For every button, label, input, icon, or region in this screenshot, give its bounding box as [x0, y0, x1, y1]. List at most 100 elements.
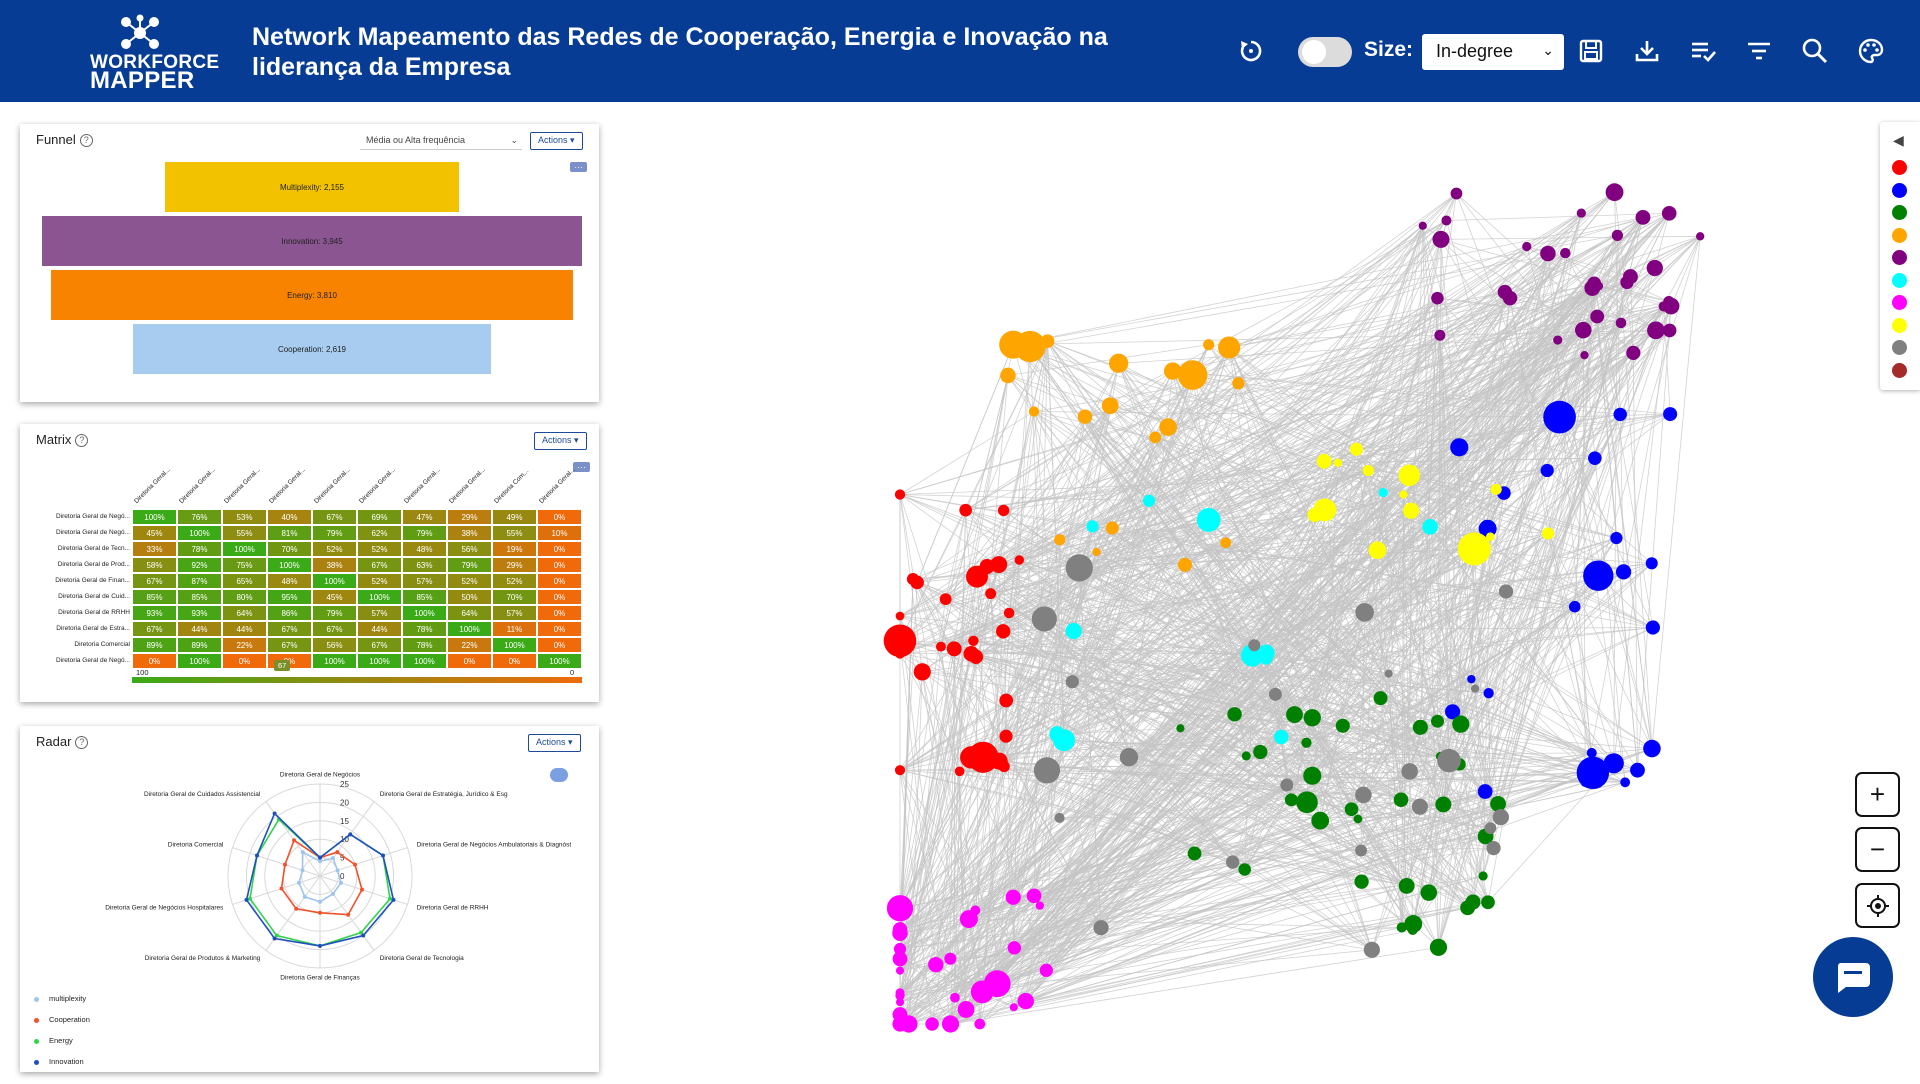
- matrix-cell[interactable]: 48%: [267, 573, 312, 589]
- network-node[interactable]: [1316, 453, 1332, 469]
- network-node[interactable]: [1307, 507, 1322, 523]
- matrix-cell[interactable]: 63%: [402, 557, 447, 573]
- funnel-bar[interactable]: Multiplexity: 2,155: [164, 162, 460, 212]
- network-node[interactable]: [1460, 900, 1476, 916]
- network-node[interactable]: [1159, 418, 1177, 436]
- legend-color-swatch[interactable]: [1892, 250, 1907, 265]
- matrix-cell[interactable]: 52%: [357, 573, 402, 589]
- network-node[interactable]: [913, 663, 931, 681]
- network-node[interactable]: [1610, 531, 1623, 545]
- network-node[interactable]: [1149, 431, 1162, 444]
- matrix-cell[interactable]: 58%: [132, 557, 177, 573]
- matrix-cell[interactable]: 67%: [357, 557, 402, 573]
- legend-color-swatch[interactable]: [1892, 362, 1907, 378]
- help-icon[interactable]: ?: [75, 434, 89, 448]
- network-node[interactable]: [990, 752, 1008, 770]
- network-node[interactable]: [1444, 704, 1461, 720]
- network-node[interactable]: [1502, 290, 1518, 306]
- network-node[interactable]: [1092, 547, 1101, 557]
- radar-legend-item[interactable]: Cooperation: [34, 1015, 90, 1024]
- network-node[interactable]: [925, 1017, 939, 1031]
- network-node[interactable]: [946, 641, 962, 657]
- network-node[interactable]: [894, 765, 906, 776]
- network-node[interactable]: [1486, 841, 1501, 856]
- network-node[interactable]: [1450, 438, 1469, 457]
- matrix-cell[interactable]: 79%: [312, 605, 357, 621]
- network-node[interactable]: [1437, 748, 1461, 773]
- size-select[interactable]: In-degree ⌄: [1422, 34, 1564, 70]
- network-node[interactable]: [1543, 400, 1576, 434]
- matrix-cell[interactable]: 57%: [357, 605, 402, 621]
- network-node[interactable]: [1273, 729, 1289, 745]
- network-node[interactable]: [1093, 920, 1109, 936]
- network-node[interactable]: [983, 970, 1011, 998]
- network-node[interactable]: [1009, 1003, 1018, 1012]
- matrix-cell[interactable]: 38%: [447, 525, 492, 541]
- matrix-cell[interactable]: 95%: [267, 589, 312, 605]
- network-node[interactable]: [1403, 502, 1420, 519]
- network-node[interactable]: [1109, 353, 1129, 373]
- network-node[interactable]: [1470, 684, 1480, 693]
- network-node[interactable]: [1303, 709, 1321, 727]
- matrix-cell[interactable]: 56%: [312, 637, 357, 653]
- network-node[interactable]: [1353, 814, 1363, 824]
- network-node[interactable]: [886, 895, 914, 922]
- legend-color-swatch[interactable]: [1892, 295, 1907, 310]
- network-node[interactable]: [1540, 245, 1556, 262]
- network-node[interactable]: [1017, 992, 1034, 1010]
- matrix-cell[interactable]: 87%: [177, 573, 222, 589]
- network-node[interactable]: [894, 489, 906, 500]
- radar-point[interactable]: [283, 862, 288, 867]
- radar-point[interactable]: [346, 912, 351, 917]
- scale-marker[interactable]: 67: [274, 660, 291, 671]
- network-node[interactable]: [935, 641, 946, 652]
- funnel-actions-button[interactable]: Actions ▾: [530, 132, 583, 150]
- network-node[interactable]: [1450, 187, 1463, 200]
- matrix-cell[interactable]: 78%: [402, 637, 447, 653]
- radar-legend-item[interactable]: Energy: [34, 1036, 73, 1045]
- download-icon[interactable]: [1630, 34, 1664, 68]
- legend-color-swatch[interactable]: [1892, 205, 1907, 220]
- matrix-cell[interactable]: 47%: [402, 509, 447, 525]
- matrix-cell[interactable]: 0%: [537, 509, 582, 525]
- network-node[interactable]: [1492, 808, 1510, 826]
- network-node[interactable]: [1005, 889, 1021, 905]
- matrix-cell[interactable]: 55%: [492, 525, 537, 541]
- network-node[interactable]: [892, 951, 908, 967]
- matrix-cell[interactable]: 67%: [267, 637, 312, 653]
- network-node[interactable]: [1432, 230, 1450, 248]
- matrix-cell[interactable]: 22%: [447, 637, 492, 653]
- matrix-cell[interactable]: 85%: [132, 589, 177, 605]
- radar-point[interactable]: [300, 850, 305, 855]
- matrix-cell[interactable]: 70%: [492, 589, 537, 605]
- matrix-cell[interactable]: 67%: [267, 621, 312, 637]
- network-node[interactable]: [1401, 763, 1418, 780]
- radar-point[interactable]: [380, 853, 385, 858]
- radar-point[interactable]: [338, 880, 343, 885]
- matrix-cell[interactable]: 57%: [492, 605, 537, 621]
- network-node[interactable]: [1418, 221, 1427, 230]
- network-node[interactable]: [1576, 208, 1586, 218]
- network-node[interactable]: [1363, 941, 1380, 958]
- network-node[interactable]: [1605, 183, 1624, 202]
- collapse-left-icon[interactable]: ◀: [1893, 132, 1904, 148]
- network-node[interactable]: [985, 588, 997, 600]
- radar-point[interactable]: [274, 933, 279, 938]
- funnel-bar[interactable]: Energy: 3,810: [51, 270, 573, 320]
- network-node[interactable]: [1296, 791, 1318, 814]
- matrix-cell[interactable]: 0%: [132, 653, 177, 669]
- matrix-cell[interactable]: 67%: [132, 621, 177, 637]
- network-node[interactable]: [928, 956, 944, 973]
- matrix-cell[interactable]: 10%: [537, 525, 582, 541]
- radar-point[interactable]: [248, 896, 253, 901]
- radar-point[interactable]: [361, 933, 366, 938]
- radar-point[interactable]: [359, 887, 364, 892]
- chat-button[interactable]: [1813, 937, 1893, 1017]
- matrix-cell[interactable]: 89%: [132, 637, 177, 653]
- network-node[interactable]: [1396, 922, 1407, 933]
- network-node[interactable]: [1054, 812, 1065, 823]
- network-node[interactable]: [997, 504, 1010, 517]
- network-node[interactable]: [970, 905, 981, 916]
- matrix-cell[interactable]: 69%: [357, 509, 402, 525]
- network-node[interactable]: [1457, 532, 1491, 566]
